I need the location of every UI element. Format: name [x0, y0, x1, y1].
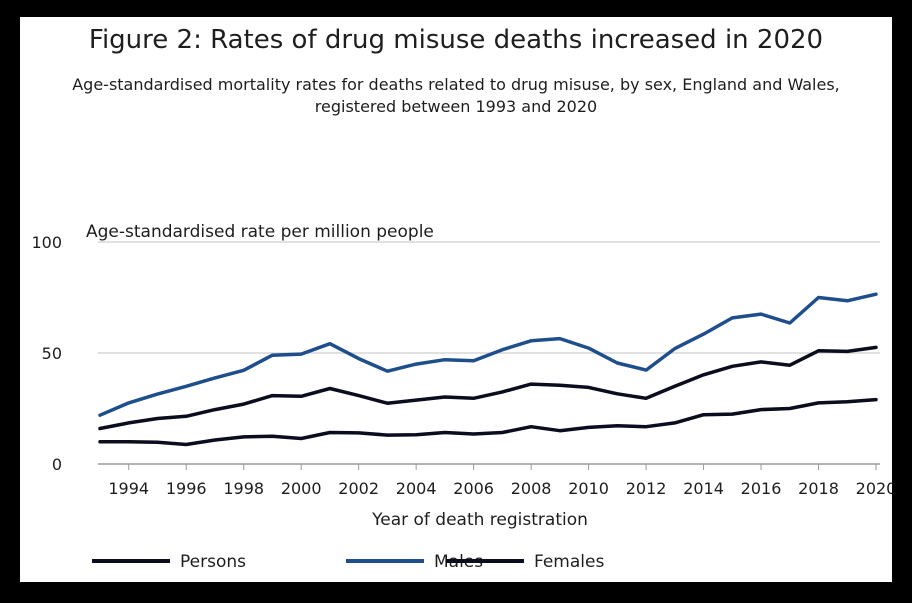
y-axis-label: Age-standardised rate per million people: [86, 222, 434, 242]
legend-label-females: Females: [534, 552, 604, 572]
chart-title: Figure 2: Rates of drug misuse deaths in…: [88, 25, 824, 55]
x-axis-label: Year of death registration: [371, 510, 588, 530]
legend-label-persons: Persons: [180, 552, 246, 572]
series-line-persons: [98, 345, 878, 431]
x-tick-label: 2002: [338, 479, 379, 498]
legend: PersonsMalesFemales: [92, 552, 604, 572]
x-tick-label: 1994: [108, 479, 149, 498]
x-tick-label: 2012: [626, 479, 667, 498]
x-tick-label: 2010: [568, 479, 609, 498]
y-tick-labels: 0 50 100: [31, 233, 62, 474]
x-tick-label: 2006: [453, 479, 494, 498]
y-tick-label: 100: [31, 233, 62, 252]
chart-panel: Figure 2: Rates of drug misuse deaths in…: [20, 17, 892, 582]
series-line-females: [98, 397, 878, 447]
x-tick-label: 1998: [223, 479, 264, 498]
series-lines: [98, 292, 878, 447]
x-tick-label: 2004: [396, 479, 437, 498]
y-tick-label: 50: [42, 344, 62, 363]
series-line-males: [98, 292, 878, 417]
chart-subtitle: Age-standardised mortality rates for dea…: [72, 75, 840, 116]
x-tick-labels: 1994 1996 1998 2000 2002 2004 2006 2008 2010 2012…: [108, 479, 892, 498]
x-tick-label: 2018: [798, 479, 839, 498]
x-tick-label: 2000: [281, 479, 322, 498]
x-tick-label: 1996: [166, 479, 207, 498]
x-tick-label: 2016: [741, 479, 782, 498]
x-tick-label: 2008: [511, 479, 552, 498]
line-chart: Age-standardised rate per million people…: [31, 222, 892, 572]
y-tick-label: 0: [52, 455, 62, 474]
x-tick-label: 2014: [683, 479, 724, 498]
x-tick-label: 2020: [856, 479, 892, 498]
